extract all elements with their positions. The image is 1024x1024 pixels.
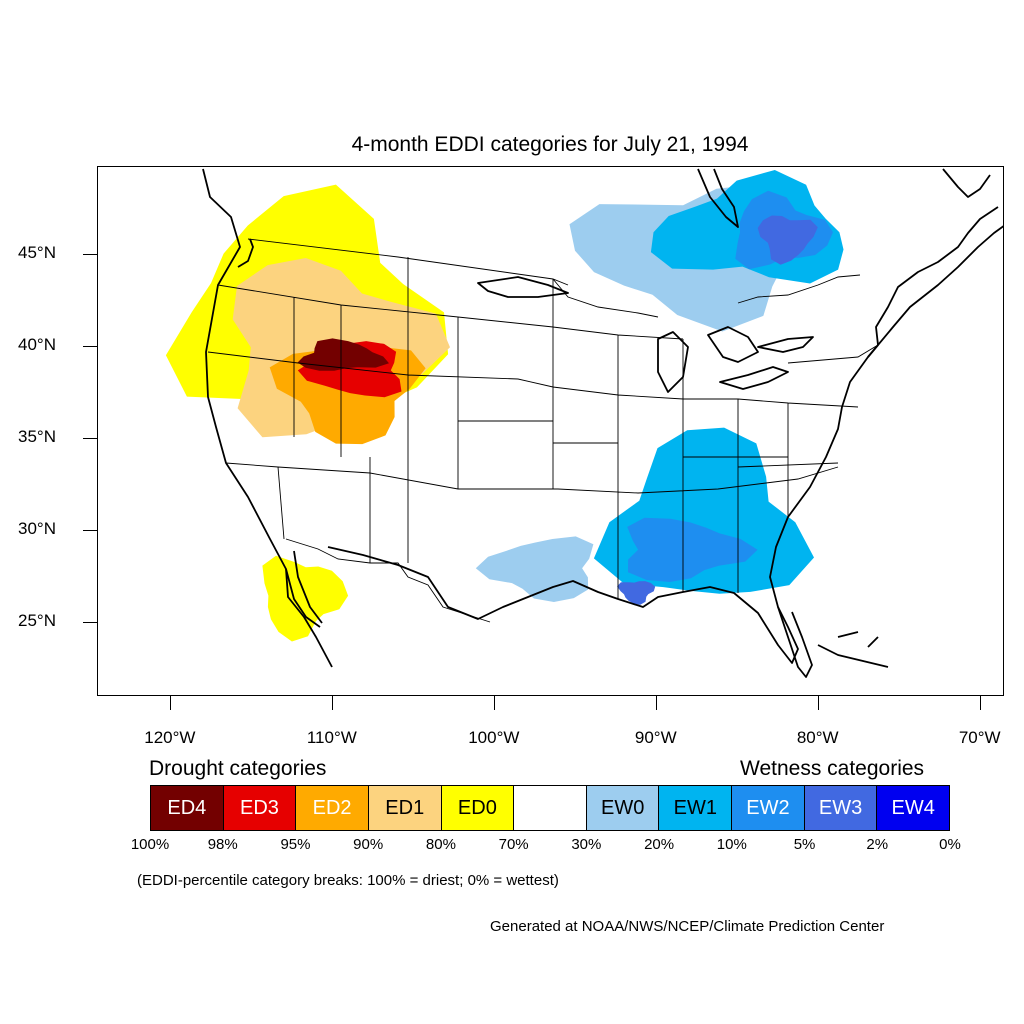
coastline [202,168,321,628]
lon-tick-mark [331,696,333,710]
legend-break-label: 20% [644,836,675,853]
legend-break-label: 5% [793,836,816,853]
lon-tick-label: 90°W [634,728,677,747]
legend-break-label: 90% [353,836,384,853]
percentile-note: (EDDI-percentile category breaks: 100% =… [137,872,559,889]
legend-swatch-ed2: ED2 [296,786,369,830]
lat-tick-label: 30°N [18,519,56,539]
drought-categories-heading: Drought categories [149,757,327,780]
lat-tick-mark [83,254,97,256]
hudson-james-bay [697,168,739,228]
category-region-ew3 [757,215,818,265]
lon-tick-mark [817,696,819,710]
map-title: 4-month EDDI categories for July 21, 199… [351,133,749,156]
legend-swatch-ew1: EW1 [659,786,733,830]
canada-coast [942,168,991,198]
lon-tick-label: 80°W [796,728,839,747]
east-coast-north [867,206,999,358]
lon-tick-label: 110°W [306,728,357,747]
legend-break-label: 10% [716,836,747,853]
cuba-bahamas [817,631,889,668]
lat-tick-label: 25°N [18,611,56,631]
category-region-ed0 [262,555,349,642]
legend-swatch-ed1: ED1 [368,786,442,830]
lat-tick-mark [83,346,97,348]
eddi-map [165,168,1003,678]
legend-swatch-ew3: EW3 [804,786,878,830]
lat-tick-mark [83,622,97,624]
legend-break-label: 0% [939,836,961,853]
map-panel [97,166,1004,696]
state-lines [207,257,879,599]
legend-swatch-ed0: ED0 [441,786,515,830]
lon-tick-mark [493,696,495,710]
credit-line: Generated at NOAA/NWS/NCEP/Climate Predi… [490,918,885,935]
category-region-ed4 [297,338,389,371]
lon-tick-label: 120°W [144,728,196,747]
lon-tick-mark [169,696,171,710]
legend-swatch-ew2: EW2 [732,786,805,830]
lat-tick-mark [83,530,97,532]
us-canada-border [247,238,861,318]
legend-break-label: 100% [130,836,170,853]
lat-tick-label: 35°N [18,427,56,447]
legend-break-label: 70% [498,836,529,853]
lon-tick-label: 70°W [958,728,1001,747]
category-region-ew2 [627,517,758,582]
us-mexico-border [285,538,491,623]
legend-swatch-neutral [514,786,587,830]
baja-coast [285,550,333,668]
legend-swatch-ed4: ED4 [151,786,224,830]
lon-tick-mark [655,696,657,710]
legend-break-label: 80% [425,836,456,853]
florida [777,606,813,678]
legend-swatch-ew0: EW0 [586,786,660,830]
lat-tick-mark [83,438,97,440]
gulf-coast [327,225,1003,664]
category-region-ew3 [617,581,656,605]
lat-tick-label: 45°N [18,243,56,263]
wetness-categories-heading: Wetness categories [740,757,925,780]
legend-swatch-ed3: ED3 [223,786,297,830]
lon-tick-label: 100°W [468,728,520,747]
lon-tick-mark [979,696,981,710]
legend-swatch-ew4: EW4 [877,786,950,830]
category-region-ew0 [475,536,594,602]
legend-break-label: 98% [207,836,238,853]
lat-tick-label: 40°N [18,335,56,355]
legend-break-label: 30% [571,836,602,853]
legend-break-label: 95% [280,836,311,853]
category-legend: ED4 ED3 ED2 ED1 ED0 EW0 EW1 EW2 EW3 EW4 [150,785,950,831]
legend-break-label: 2% [866,836,889,853]
